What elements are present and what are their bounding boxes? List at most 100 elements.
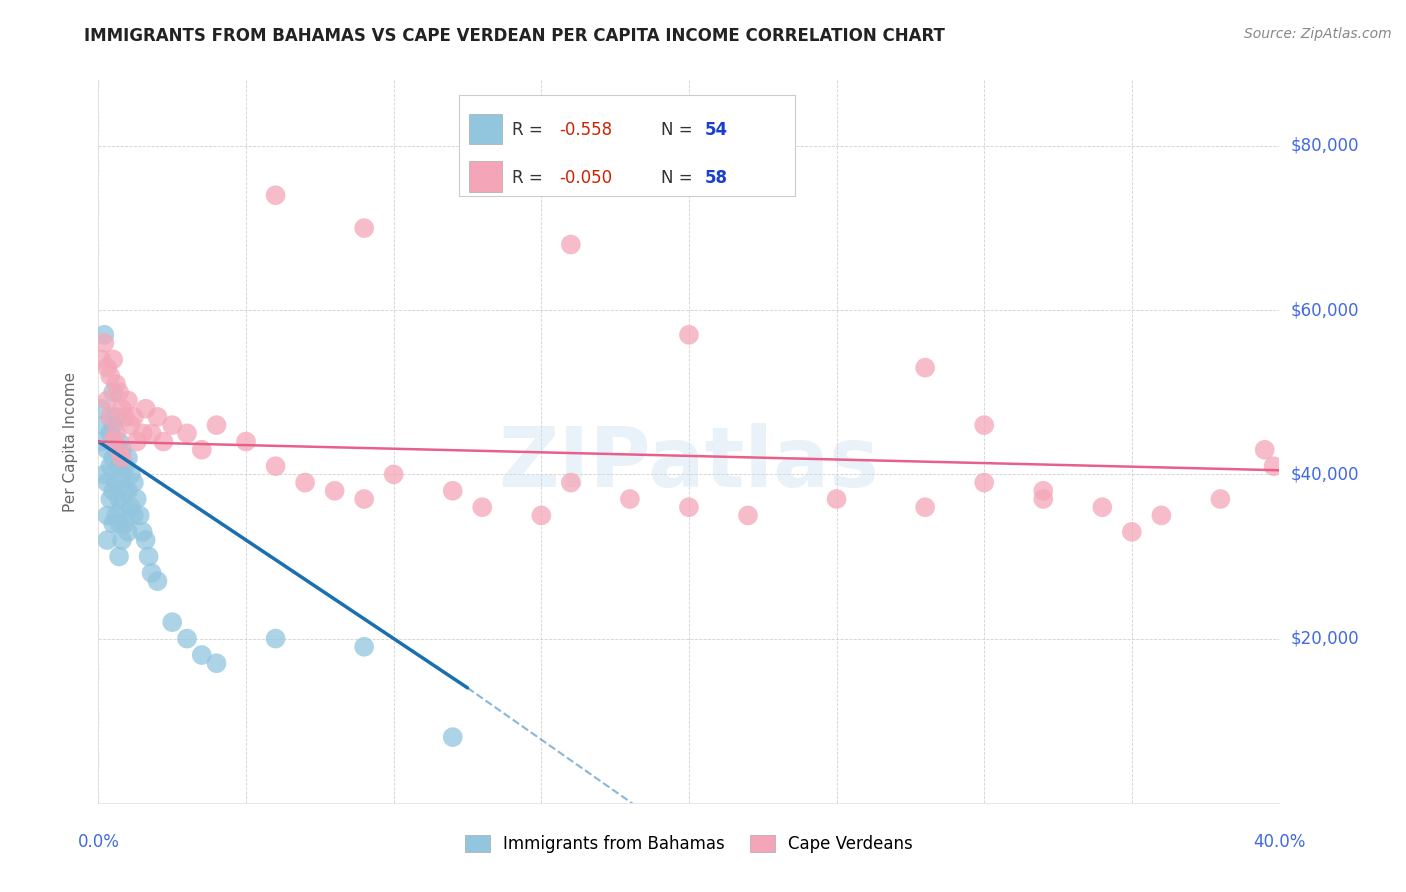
Point [122,475,145,490]
Point [108,385,131,400]
Point [560,237,582,252]
Point [146,409,169,424]
Point [93,467,115,482]
Point [128,508,150,523]
Point [90,352,112,367]
Text: IMMIGRANTS FROM BAHAMAS VS CAPE VERDEAN PER CAPITA INCOME CORRELATION CHART: IMMIGRANTS FROM BAHAMAS VS CAPE VERDEAN … [84,27,945,45]
Point [973,475,995,490]
Point [93,336,115,351]
Point [141,566,163,580]
Point [96,508,118,523]
Legend: Immigrants from Bahamas, Cape Verdeans: Immigrants from Bahamas, Cape Verdeans [458,828,920,860]
Point [90,434,112,449]
Point [108,442,131,457]
Point [103,352,125,367]
Point [111,533,134,547]
Text: ZIPatlas: ZIPatlas [499,423,879,504]
Point [98,426,121,441]
Point [114,409,136,424]
Point [353,491,375,506]
Point [103,418,125,433]
Point [264,632,287,646]
Point [108,434,131,449]
Point [323,483,346,498]
Point [103,450,125,465]
Point [98,368,121,383]
Point [111,401,134,416]
Point [205,418,228,433]
Point [111,442,134,457]
Point [105,377,128,392]
Point [93,327,115,342]
Point [103,483,125,498]
Point [103,434,125,449]
Point [117,524,139,539]
Point [105,426,128,441]
Point [135,401,157,416]
Point [120,418,142,433]
Point [108,491,131,506]
Point [108,516,131,531]
Point [471,500,494,515]
Point [103,516,125,531]
Text: $20,000: $20,000 [1291,630,1360,648]
Text: $40,000: $40,000 [1291,466,1360,483]
Point [96,393,118,408]
Text: Source: ZipAtlas.com: Source: ZipAtlas.com [1244,27,1392,41]
Point [120,467,142,482]
Point [105,409,128,424]
Point [294,475,316,490]
Point [117,483,139,498]
Point [141,426,163,441]
Point [96,533,118,547]
Point [125,434,148,449]
Point [105,475,128,490]
Point [441,730,464,744]
Point [382,467,405,482]
Point [1209,491,1232,506]
Point [353,640,375,654]
Point [117,393,139,408]
Point [90,401,112,416]
Point [114,516,136,531]
Point [1032,491,1054,506]
Point [1150,508,1173,523]
Point [96,360,118,375]
Point [111,467,134,482]
Point [191,442,214,457]
Point [96,442,118,457]
Point [530,508,553,523]
Point [914,360,936,375]
Point [1121,524,1143,539]
Point [105,442,128,457]
Point [191,648,214,662]
Point [264,459,287,474]
Point [973,418,995,433]
Text: 40.0%: 40.0% [1253,833,1306,851]
Point [132,524,155,539]
Point [111,450,134,465]
Point [111,500,134,515]
Point [93,418,115,433]
Point [122,508,145,523]
Point [205,657,228,671]
Point [162,615,183,630]
Point [103,385,125,400]
Point [98,459,121,474]
Point [1091,500,1114,515]
Point [264,188,287,202]
Point [678,327,700,342]
Point [96,475,118,490]
Point [678,500,700,515]
Point [98,491,121,506]
Text: 0.0%: 0.0% [77,833,120,851]
Point [135,533,157,547]
Point [619,491,641,506]
Text: $60,000: $60,000 [1291,301,1360,319]
Point [114,459,136,474]
Point [1263,459,1285,474]
Point [1254,442,1277,457]
Point [176,426,198,441]
Point [105,508,128,523]
Point [146,574,169,588]
